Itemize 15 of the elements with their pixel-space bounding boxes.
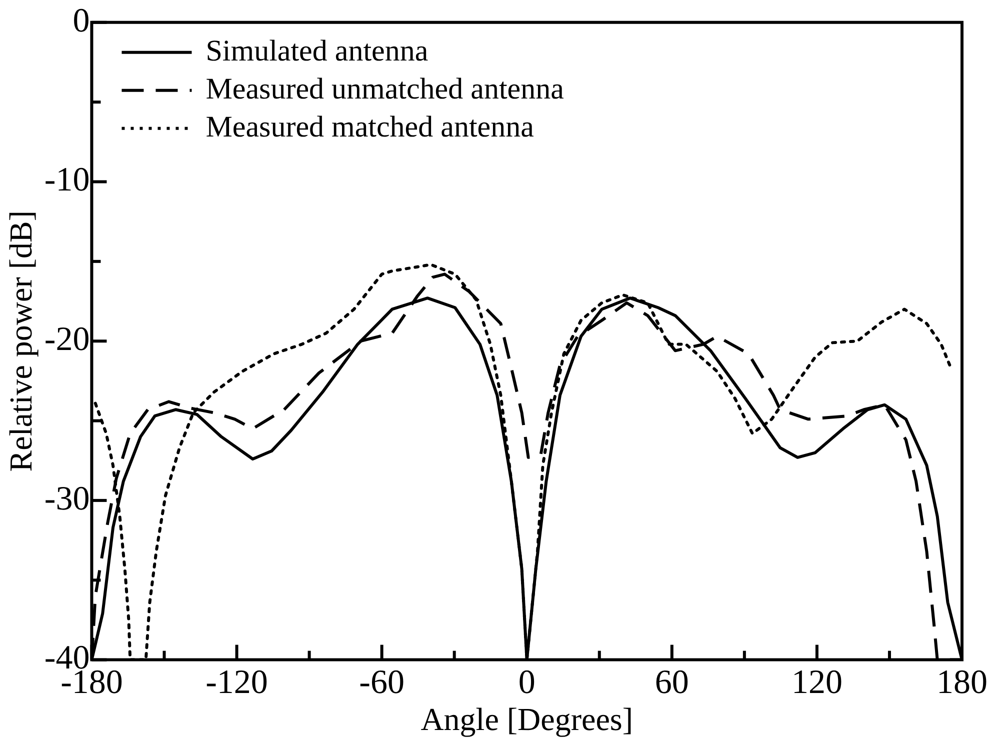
x-tick-label: 0 (518, 664, 536, 702)
legend-label: Measured unmatched antenna (206, 72, 564, 106)
y-axis-title: Relative power [dB] (2, 210, 39, 472)
x-tick-label: -120 (206, 664, 268, 702)
y-tick-label: -20 (44, 321, 90, 358)
y-tick-label: -30 (44, 480, 90, 518)
legend-label: Simulated antenna (206, 34, 428, 68)
legend-label: Measured matched antenna (206, 110, 534, 144)
x-tick-label: -60 (359, 664, 404, 702)
y-tick-label: -10 (44, 162, 90, 199)
y-tick-label: 0 (72, 2, 90, 40)
x-tick-label: 120 (791, 664, 842, 702)
x-tick-label: 180 (936, 664, 988, 702)
x-axis-title: Angle [Degrees] (420, 701, 634, 738)
x-tick-label: 60 (654, 664, 689, 702)
